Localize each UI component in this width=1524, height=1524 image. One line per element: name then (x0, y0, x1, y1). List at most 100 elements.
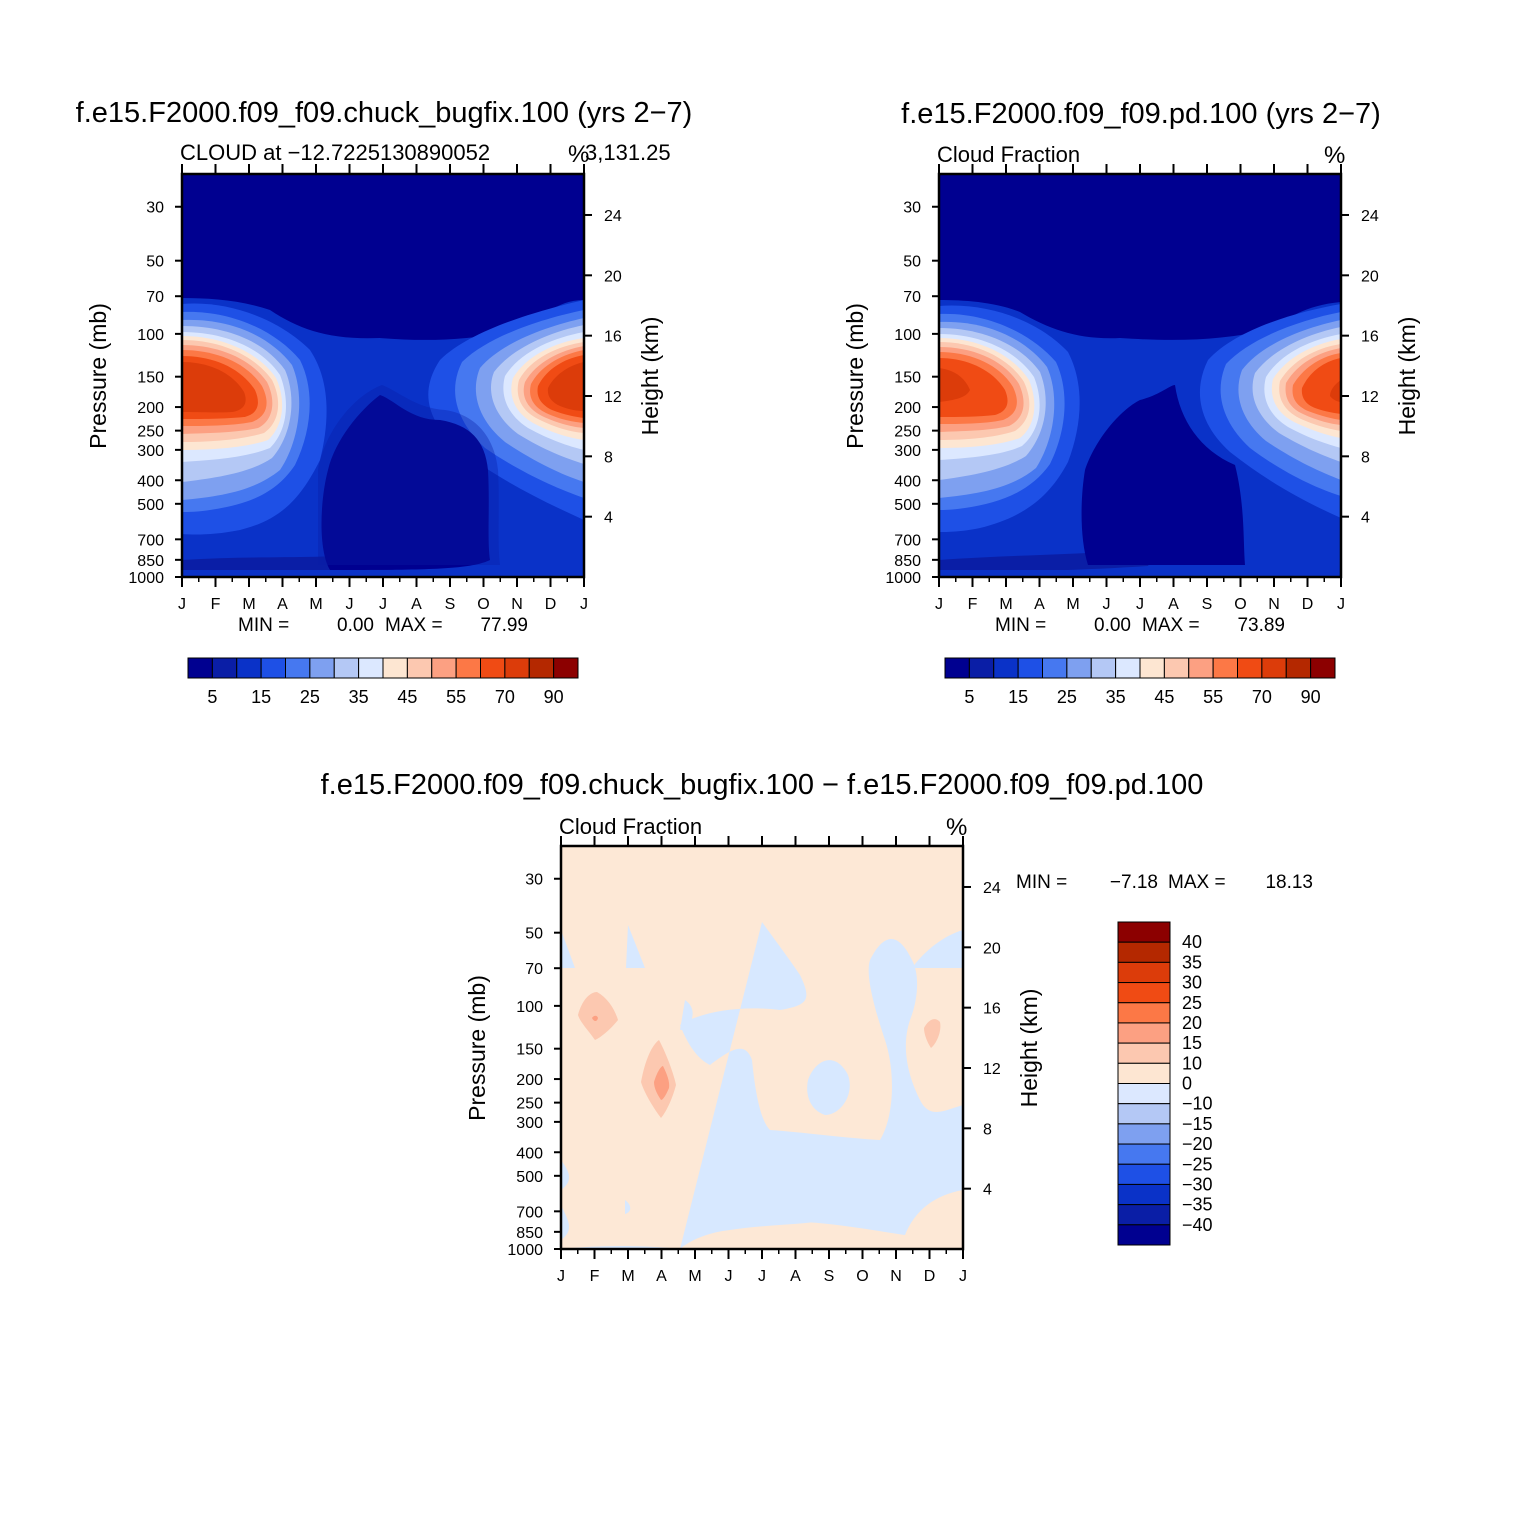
pressure-tick-label: 30 (146, 200, 164, 217)
height-tick-label: 8 (604, 449, 613, 466)
colorbar-swatch (260, 657, 286, 679)
pressure-tick-label: 300 (516, 1115, 543, 1132)
month-label: J (379, 596, 387, 613)
colorbar-label: −20 (1182, 1134, 1213, 1154)
height-tick-label: 24 (1361, 208, 1379, 225)
height-tick-label: 4 (983, 1182, 992, 1199)
panel-2-max-value: 73.89 (1237, 615, 1285, 636)
colorbar-label: −30 (1182, 1174, 1213, 1194)
colorbar-swatch (1117, 982, 1171, 1004)
pressure-tick-label: 70 (525, 961, 543, 978)
colorbar-swatch (1117, 1224, 1171, 1246)
colorbar-swatch (1163, 657, 1190, 679)
pressure-tick-label: 250 (894, 424, 921, 441)
colorbar-swatch (1117, 1163, 1171, 1185)
month-label: A (1034, 596, 1045, 613)
month-label: O (1234, 596, 1246, 613)
colorbar-swatch (1117, 1204, 1171, 1226)
pressure-tick-label: 70 (903, 289, 921, 306)
colorbar-swatch (1117, 1002, 1171, 1024)
panel-3-y2label: Height (km) (1016, 989, 1042, 1108)
colorbar-swatch (1117, 1143, 1171, 1165)
month-label: D (924, 1268, 936, 1285)
pressure-tick-label: 200 (137, 400, 164, 417)
colorbar-label: −10 (1182, 1094, 1213, 1114)
colorbar-swatch (1139, 657, 1165, 679)
month-label: J (580, 596, 588, 613)
colorbar-swatch (1310, 657, 1336, 679)
month-label: J (758, 1268, 766, 1285)
panel-2-ylabel: Pressure (mb) (842, 303, 868, 449)
panel-1: f.e15.F2000.f09_f09.chuck_bugfix.100 (yr… (76, 97, 693, 707)
month-label: F (590, 1268, 600, 1285)
month-label: A (277, 596, 288, 613)
colorbar-label: 40 (1182, 932, 1202, 952)
panel-1-ylabel: Pressure (mb) (85, 303, 111, 449)
colorbar-swatch (1117, 1123, 1171, 1145)
colorbar-label: 90 (1301, 687, 1321, 707)
panel-1-min-label: MIN = (238, 615, 289, 636)
month-label: J (346, 596, 354, 613)
colorbar-swatch (236, 657, 262, 679)
panel-2-subtitle: Cloud Fraction (937, 142, 1080, 167)
colorbar-label: 5 (964, 687, 974, 707)
pressure-tick-label: 50 (146, 254, 164, 271)
pressure-tick-label: 850 (137, 553, 164, 570)
panel-2-height-axis: 24 20 16 12 8 4 (1341, 208, 1379, 527)
colorbar-swatch (1066, 657, 1092, 679)
pressure-tick-label: 500 (137, 497, 164, 514)
colorbar-label: −40 (1182, 1215, 1213, 1235)
colorbar-swatch (382, 657, 408, 679)
pressure-tick-label: 1000 (128, 570, 164, 587)
panel-1-colorbar: 5 15 25 35 45 55 70 90 (187, 657, 579, 707)
month-label: N (1268, 596, 1280, 613)
colorbar-swatch (1117, 1083, 1171, 1105)
panel-1-title: f.e15.F2000.f09_f09.chuck_bugfix.100 (yr… (76, 97, 693, 129)
height-tick-label: 4 (604, 510, 613, 527)
panel-2: f.e15.F2000.f09_f09.pd.100 (yrs 2−7) Clo… (842, 98, 1420, 707)
pressure-tick-label: 1000 (507, 1242, 543, 1259)
colorbar-swatch (1117, 961, 1171, 984)
height-tick-label: 12 (604, 389, 622, 406)
month-label: M (309, 596, 322, 613)
panel-3-subtitle: Cloud Fraction (559, 814, 702, 839)
pressure-tick-label: 850 (894, 553, 921, 570)
colorbar-label: 0 (1182, 1074, 1192, 1094)
panel-3-ylabel: Pressure (mb) (464, 975, 490, 1121)
colorbar-swatch (480, 657, 506, 679)
pressure-tick-label: 300 (894, 443, 921, 460)
colorbar-label: 45 (397, 687, 417, 707)
month-label: A (411, 596, 422, 613)
panel-1-max-value: 77.99 (480, 615, 528, 636)
pressure-tick-label: 100 (137, 327, 164, 344)
colorbar-label: 15 (1182, 1033, 1202, 1053)
height-tick-label: 12 (1361, 389, 1379, 406)
colorbar-label: 35 (349, 687, 369, 707)
colorbar-swatch (553, 657, 579, 679)
height-tick-label: 4 (1361, 510, 1370, 527)
colorbar-swatch (309, 657, 335, 679)
panel-1-units: % (568, 141, 589, 168)
pressure-tick-label: 250 (137, 424, 164, 441)
month-label: S (445, 596, 456, 613)
colorbar-swatch (1117, 1103, 1171, 1125)
colorbar-swatch (1212, 657, 1238, 679)
colorbar-swatch (406, 657, 433, 679)
month-label: M (688, 1268, 701, 1285)
month-label: J (178, 596, 186, 613)
panel-3-min-label: MIN = (1016, 872, 1067, 893)
pressure-tick-label: 50 (525, 926, 543, 943)
panel-2-contours (939, 174, 1341, 577)
month-label: N (890, 1268, 902, 1285)
pressure-tick-label: 150 (137, 370, 164, 387)
colorbar-swatch (1117, 1042, 1171, 1064)
colorbar-label: 10 (1182, 1053, 1202, 1073)
month-label: D (1302, 596, 1314, 613)
month-label: J (725, 1268, 733, 1285)
colorbar-swatch (211, 657, 238, 679)
